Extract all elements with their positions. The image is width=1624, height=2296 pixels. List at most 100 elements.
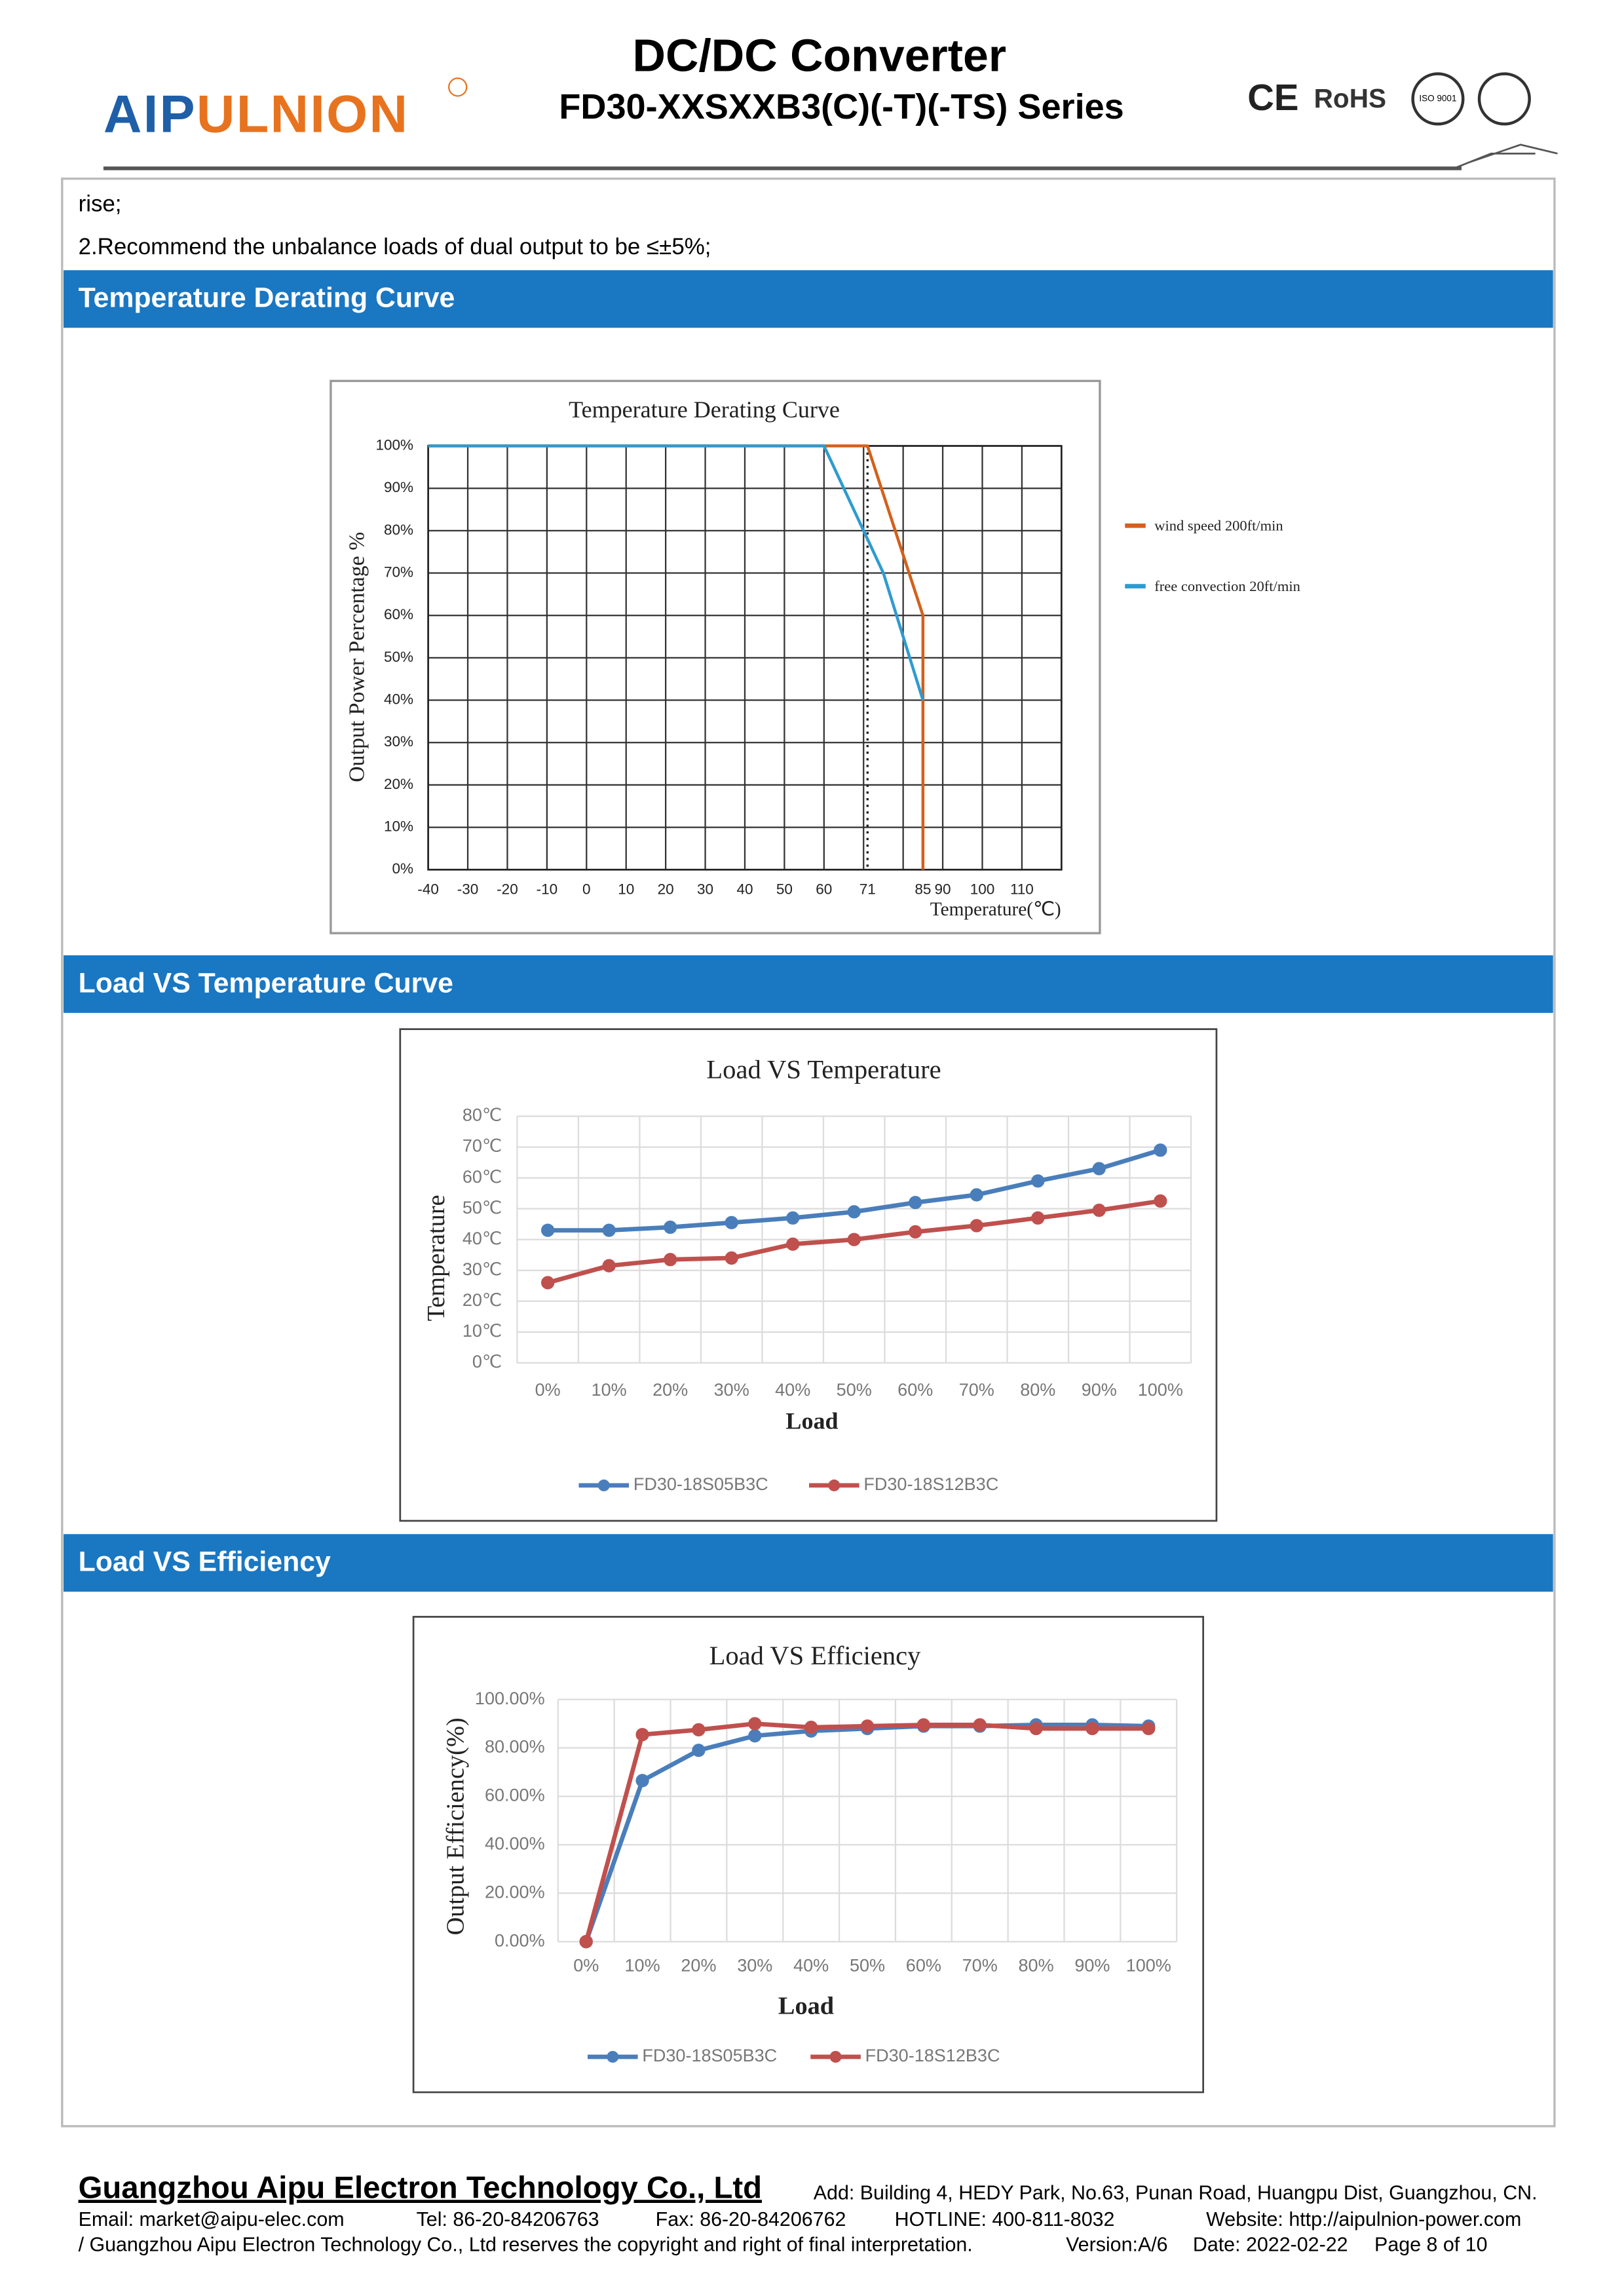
series-marker bbox=[635, 1774, 649, 1788]
iso-badge-text: ISO 9001 bbox=[1419, 94, 1456, 104]
series-marker bbox=[804, 1720, 818, 1734]
y-tick-label: 60℃ bbox=[463, 1167, 502, 1187]
section-title: Temperature Derating Curve bbox=[79, 282, 455, 314]
chart-title: Load VS Efficiency bbox=[709, 1641, 922, 1670]
series-marker bbox=[635, 1728, 649, 1742]
x-tick-label: 60% bbox=[906, 1956, 941, 1976]
x-tick-label: 110 bbox=[1010, 881, 1034, 898]
y-tick-label: 20% bbox=[384, 776, 413, 792]
series-marker bbox=[1142, 1721, 1156, 1736]
footer-address: Add: Building 4, HEDY Park, No.63, Punan… bbox=[814, 2182, 1538, 2204]
legend-label: FD30-18S05B3C bbox=[642, 2046, 777, 2065]
series-marker bbox=[1031, 1174, 1045, 1188]
series-marker bbox=[664, 1220, 677, 1234]
x-tick-label: 30% bbox=[714, 1380, 749, 1400]
x-tick-label: 0% bbox=[535, 1380, 561, 1400]
series-marker bbox=[1092, 1162, 1106, 1176]
x-tick-label: 20% bbox=[681, 1956, 716, 1976]
series-marker bbox=[970, 1219, 983, 1233]
series-marker bbox=[909, 1225, 922, 1239]
section-title: Load VS Temperature Curve bbox=[79, 967, 453, 999]
y-tick-label: 90% bbox=[384, 479, 413, 495]
chart-frame bbox=[412, 1616, 1204, 2094]
doc-title: DC/DC Converter bbox=[633, 30, 1006, 81]
y-tick-label: 70% bbox=[384, 564, 413, 580]
footer-page: Page 8 of 10 bbox=[1374, 2233, 1487, 2255]
series-marker bbox=[748, 1729, 762, 1743]
x-tick-label: 90% bbox=[1082, 1380, 1117, 1400]
y-tick-label: 0% bbox=[392, 860, 414, 877]
y-tick-label: 100% bbox=[375, 436, 413, 453]
x-tick-label: 71 bbox=[859, 881, 876, 898]
x-tick-label: -30 bbox=[457, 881, 479, 898]
x-tick-label: 60% bbox=[897, 1380, 933, 1400]
note: 2.Recommend the unbalance loads of dual … bbox=[79, 234, 711, 259]
series-marker bbox=[602, 1223, 616, 1237]
y-tick-label: 60.00% bbox=[485, 1786, 545, 1805]
legend-label: wind speed 200ft/min bbox=[1154, 518, 1283, 534]
x-tick-label: 40% bbox=[775, 1380, 810, 1400]
cert-ce: CE bbox=[1247, 77, 1298, 118]
x-tick-label: 90 bbox=[935, 881, 951, 898]
footer-copyright: / Guangzhou Aipu Electron Technology Co.… bbox=[79, 2233, 973, 2255]
x-axis-label: Temperature(℃) bbox=[930, 899, 1061, 920]
cert-badge bbox=[1477, 72, 1531, 126]
series-marker bbox=[1086, 1721, 1099, 1736]
x-tick-label: 20% bbox=[652, 1380, 688, 1400]
y-tick-label: 20.00% bbox=[485, 1882, 545, 1902]
series-marker bbox=[916, 1718, 930, 1732]
footer-date: Date: 2022-02-22 bbox=[1193, 2233, 1348, 2255]
y-tick-label: 80% bbox=[384, 522, 413, 538]
y-tick-label: 50℃ bbox=[463, 1198, 502, 1217]
series-marker bbox=[748, 1717, 762, 1731]
y-tick-label: 0℃ bbox=[472, 1352, 502, 1371]
cert-rohs: RoHS bbox=[1314, 83, 1386, 113]
footer-contact: Email: market@aipu-elec.com bbox=[79, 2208, 345, 2230]
series-marker bbox=[664, 1253, 677, 1267]
section-bar bbox=[64, 955, 1553, 1013]
y-tick-label: 10℃ bbox=[463, 1321, 502, 1341]
x-tick-label: 50% bbox=[850, 1956, 885, 1976]
y-tick-label: 30℃ bbox=[463, 1259, 502, 1279]
x-tick-label: 10% bbox=[625, 1956, 660, 1976]
series-marker bbox=[1092, 1203, 1106, 1217]
x-tick-label: 80% bbox=[1019, 1956, 1054, 1976]
chart-title: Temperature Derating Curve bbox=[569, 396, 840, 423]
section-bar bbox=[64, 1534, 1553, 1592]
x-tick-label: -20 bbox=[497, 881, 518, 898]
x-tick-label: 60 bbox=[816, 881, 832, 898]
x-axis-label: Load bbox=[785, 1408, 838, 1434]
series-marker bbox=[1154, 1143, 1167, 1157]
x-tick-label: 80% bbox=[1020, 1380, 1055, 1400]
y-tick-label: 50% bbox=[384, 649, 413, 665]
y-tick-label: 100.00% bbox=[475, 1689, 545, 1708]
x-tick-label: 40 bbox=[736, 881, 753, 898]
legend-marker bbox=[607, 2050, 619, 2063]
note: rise; bbox=[79, 191, 122, 216]
legend-label: free convection 20ft/min bbox=[1154, 578, 1300, 594]
series-marker bbox=[692, 1723, 706, 1736]
y-tick-label: 80.00% bbox=[485, 1737, 545, 1757]
series-marker bbox=[725, 1251, 738, 1265]
series-marker bbox=[970, 1188, 983, 1202]
footer-contact: Fax: 86-20-84206762 bbox=[656, 2208, 846, 2230]
logo-part: ULNION bbox=[197, 85, 409, 144]
legend-label: FD30-18S12B3C bbox=[863, 1474, 998, 1494]
series-marker bbox=[541, 1223, 555, 1237]
logo: AIPULNION bbox=[104, 85, 409, 144]
y-tick-label: 10% bbox=[384, 818, 413, 835]
x-tick-label: 90% bbox=[1074, 1956, 1110, 1976]
y-axis-label: Temperature bbox=[423, 1195, 450, 1321]
legend-marker bbox=[828, 1479, 840, 1491]
x-tick-label: 30 bbox=[697, 881, 713, 898]
legend-label: FD30-18S12B3C bbox=[865, 2046, 1000, 2065]
header-ornament bbox=[1454, 144, 1558, 170]
footer-contact: HOTLINE: 400-811-8032 bbox=[895, 2208, 1115, 2230]
chart-frame bbox=[399, 1028, 1218, 1522]
x-tick-label: 100 bbox=[970, 881, 995, 898]
series-marker bbox=[847, 1233, 861, 1246]
series-marker bbox=[725, 1215, 738, 1229]
legend-marker bbox=[829, 2050, 842, 2063]
y-axis-label: Output Power Percentage % bbox=[345, 532, 369, 782]
registered-mark bbox=[448, 77, 468, 97]
